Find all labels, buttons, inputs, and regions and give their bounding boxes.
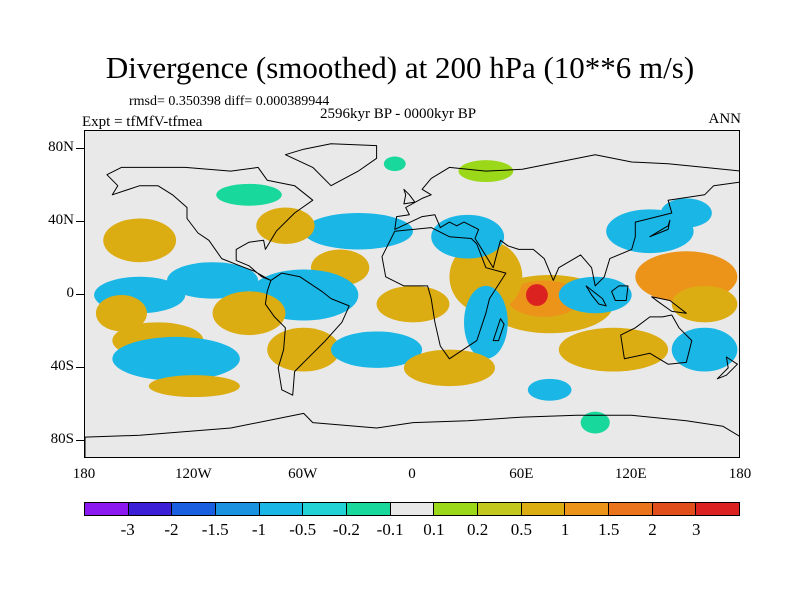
colorbar-tick-label: -3 <box>120 520 135 539</box>
colorbar-tick-label: -1 <box>251 520 266 539</box>
divergence-anomaly-11 <box>376 285 450 323</box>
divergence-anomaly-25 <box>403 349 496 387</box>
coastline-africa <box>381 227 507 360</box>
chart-title: Divergence (smoothed) at 200 hPa (10**6 … <box>105 50 695 85</box>
colorbar-tick-label: -2 <box>164 520 179 539</box>
lat-tick-mark <box>76 294 84 295</box>
map-svg <box>85 131 739 457</box>
colorbar-swatch <box>565 503 610 515</box>
colorbar-swatch <box>347 503 391 515</box>
colorbar-swatch <box>85 503 129 515</box>
coastline-new-guinea <box>651 296 687 314</box>
coastline-japan <box>649 219 671 238</box>
lat-tick-label: 40S <box>50 357 74 374</box>
lat-tick-mark <box>76 148 84 150</box>
lon-tick-label: 120W <box>174 466 212 482</box>
colorbar-tick-label: -1.5 <box>201 520 229 539</box>
coastline-borneo <box>611 285 629 301</box>
colorbar-tick-label: 1 <box>560 520 570 539</box>
lat-tick-label: 0 <box>66 285 75 301</box>
experiment-label: Expt = tfMfV-tfmea <box>82 114 203 130</box>
divergence-anomaly-7 <box>558 276 632 314</box>
colorbar-tick-label: 0.2 <box>466 520 489 539</box>
divergence-anomaly-32 <box>383 156 406 172</box>
colorbar-tick-label: -0.2 <box>332 520 360 539</box>
lat-tick-label: 40N <box>48 212 74 229</box>
coastline-greenland <box>284 143 378 187</box>
lon-tick-label: 120E <box>614 466 647 482</box>
divergence-anomaly-16 <box>167 262 259 299</box>
colorbar-tick-label: 3 <box>692 520 701 539</box>
divergence-anomaly-10 <box>464 285 508 359</box>
divergence-anomaly-9 <box>431 214 505 259</box>
divergence-anomaly-3 <box>671 285 738 323</box>
divergence-anomaly-24 <box>331 331 423 368</box>
colorbar-tick-label: 2 <box>648 520 657 539</box>
divergence-anomaly-29 <box>527 378 572 401</box>
colorbar-tick-label: -0.1 <box>376 520 404 539</box>
colorbar-tick-label: -0.5 <box>289 520 317 539</box>
map-panel <box>84 130 740 458</box>
lon-tick-label: 180 <box>72 466 96 482</box>
coastline-great-britain <box>403 188 416 205</box>
rmsd-diff-stats: rmsd= 0.350398 diff= 0.000389944 <box>129 94 330 109</box>
divergence-anomaly-18 <box>103 218 177 263</box>
colorbar-swatch <box>128 503 173 515</box>
coastline-new-zealand <box>716 356 738 380</box>
divergence-anomaly-8 <box>449 240 523 314</box>
lon-tick-label: 180 <box>728 466 752 482</box>
colorbar-tick-label: 0.5 <box>510 520 532 539</box>
colorbar-swatch <box>390 503 435 515</box>
divergence-anomaly-26 <box>558 327 669 372</box>
divergence-anomaly-19 <box>95 295 147 332</box>
colorbar-swatch <box>303 503 348 515</box>
coastline-australia <box>620 314 693 365</box>
colorbar-swatch <box>259 503 304 515</box>
colorbar <box>84 502 740 516</box>
colorbar-swatch <box>434 503 479 515</box>
lat-tick-mark <box>76 366 84 368</box>
divergence-anomaly-1 <box>660 198 712 228</box>
lat-tick-mark <box>76 439 84 441</box>
divergence-anomaly-20 <box>212 291 286 336</box>
season-label: ANN <box>708 111 742 127</box>
coastline-madagascar <box>492 318 505 342</box>
coastline-north-america <box>106 166 314 281</box>
lon-tick-label: 60E <box>509 466 534 482</box>
coastline-layer <box>85 143 739 457</box>
coastline-south-america <box>264 272 350 396</box>
lon-tick-label: 60W <box>288 466 318 482</box>
divergence-anomaly-30 <box>580 411 610 434</box>
colorbar-tick-label: 0.1 <box>423 520 445 539</box>
coastline-antarctica <box>85 412 739 457</box>
colorbar-swatch <box>652 503 697 515</box>
divergence-anomaly-31 <box>216 183 282 206</box>
divergence-anomaly-12 <box>303 213 413 250</box>
lon-tick-label: 0 <box>408 466 416 482</box>
divergence-anomaly-6 <box>525 284 548 306</box>
colorbar-swatch <box>696 503 740 515</box>
colorbar-tick-label: 1.5 <box>598 520 620 539</box>
coastline-eurasia <box>394 154 739 287</box>
lat-tick-mark <box>76 221 84 223</box>
coastline-sumatra <box>585 285 607 307</box>
lat-tick-label: 80N <box>48 139 74 156</box>
divergence-field-layer <box>94 156 738 434</box>
colorbar-swatch <box>478 503 522 515</box>
colorbar-swatch <box>609 503 653 515</box>
divergence-anomaly-27 <box>671 327 738 372</box>
divergence-anomaly-28 <box>148 375 240 398</box>
period-label: 2596kyr BP - 0000kyr BP <box>320 106 477 122</box>
divergence-anomaly-14 <box>256 207 315 244</box>
colorbar-swatch <box>172 503 217 515</box>
divergence-anomaly-22 <box>112 336 240 381</box>
colorbar-swatch <box>521 503 566 515</box>
divergence-anomaly-23 <box>267 327 341 372</box>
colorbar-swatch <box>216 503 260 515</box>
lat-tick-label: 80S <box>50 430 74 447</box>
